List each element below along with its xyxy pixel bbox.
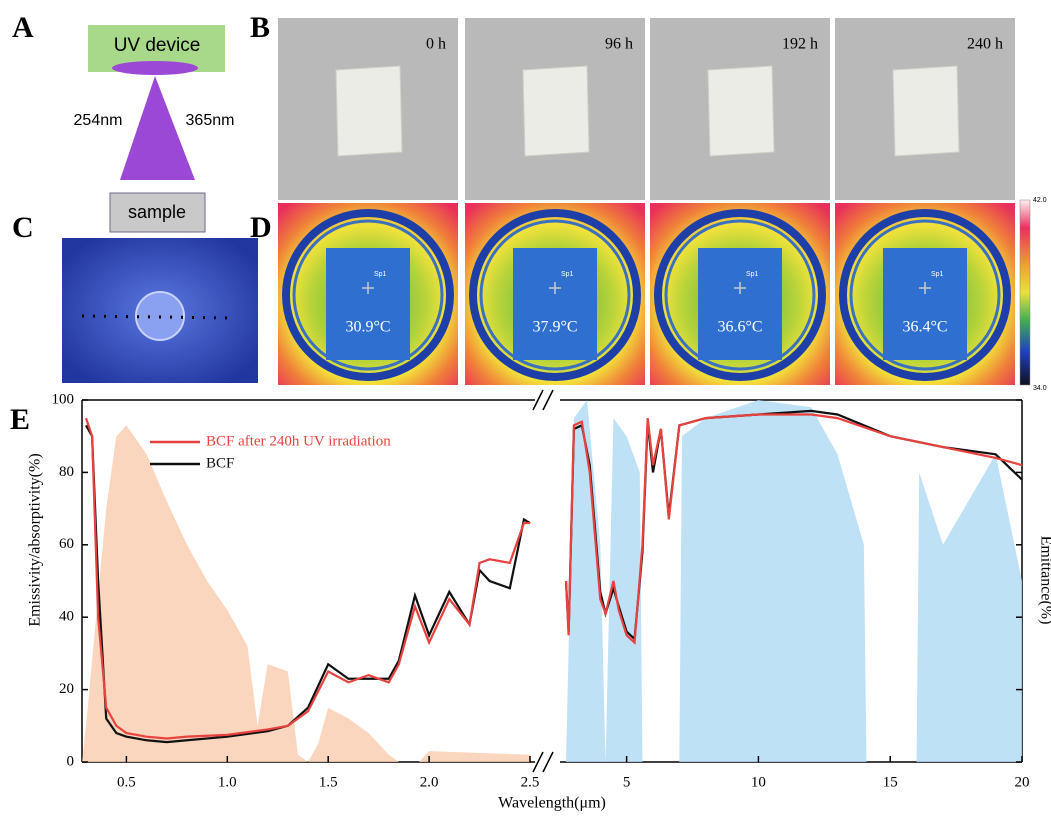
x-axis-label: Wavelength(μm) xyxy=(498,795,606,812)
x-tick-label: 20 xyxy=(1015,774,1030,790)
time-label: 192 h xyxy=(782,36,818,53)
dish-ring xyxy=(282,209,454,381)
x-tick-label: 1.5 xyxy=(319,774,338,790)
time-label: 240 h xyxy=(967,36,1003,53)
temperature-label: 30.9°C xyxy=(345,319,390,336)
temperature-label: 37.9°C xyxy=(532,319,577,336)
panel-letter: E xyxy=(10,403,30,436)
x-tick-label: 2.0 xyxy=(420,774,439,790)
y-tick-label: 20 xyxy=(59,681,74,697)
dish-ring xyxy=(292,219,444,371)
panel-letter: C xyxy=(12,211,34,244)
dish-ring xyxy=(479,219,631,371)
colorbar xyxy=(1019,199,1031,386)
spot-cross xyxy=(362,282,374,294)
panel-letter: A xyxy=(12,11,34,44)
paper-sample xyxy=(335,65,403,157)
x-tick-label: 1.0 xyxy=(218,774,237,790)
y-axis-label: Emissivity/absorptivity(%) xyxy=(27,453,44,626)
wavelength-label: 254nm xyxy=(74,112,123,129)
y2-axis-label: Emittance(%) xyxy=(1037,536,1051,625)
spectrum-area xyxy=(566,400,1022,762)
dish-ring xyxy=(469,209,641,381)
spot-label: Sp1 xyxy=(561,271,574,278)
colorbar-min: 34.0 xyxy=(1033,385,1047,392)
panel-letter: B xyxy=(250,11,270,44)
dish-ring xyxy=(664,219,816,371)
series-line xyxy=(84,417,530,740)
paper-sample xyxy=(707,65,775,157)
legend-label: BCF xyxy=(206,455,234,471)
uv-beam xyxy=(120,76,195,180)
x-tick-label: 2.5 xyxy=(521,774,540,790)
y-tick-label: 0 xyxy=(67,753,75,769)
sample-thermal xyxy=(326,248,410,360)
y-tick-label: 60 xyxy=(59,536,74,552)
paper-sample xyxy=(892,65,960,157)
sample-label: sample xyxy=(128,202,186,222)
colorbar-max: 42.0 xyxy=(1033,197,1047,204)
x-tick-label: 5 xyxy=(623,774,631,790)
spot-label: Sp1 xyxy=(746,271,759,278)
paper-sample xyxy=(522,65,590,157)
time-label: 0 h xyxy=(426,36,446,53)
spot-cross xyxy=(549,282,561,294)
spot-label: Sp1 xyxy=(931,271,944,278)
x-tick-label: 15 xyxy=(883,774,898,790)
sample-thermal xyxy=(698,248,782,360)
spectrum-area xyxy=(82,425,530,762)
y-tick-label: 80 xyxy=(59,464,74,480)
axis-break xyxy=(532,389,554,773)
temperature-label: 36.4°C xyxy=(902,319,947,336)
sample-box xyxy=(109,192,206,233)
panel-letter: D xyxy=(250,211,272,244)
lamp xyxy=(112,61,198,75)
legend-label: BCF after 240h UV irradiation xyxy=(206,433,391,449)
sample-thermal xyxy=(513,248,597,360)
spot-cross xyxy=(919,282,931,294)
dish-ring xyxy=(839,209,1011,381)
dish-ring xyxy=(849,219,1001,371)
temperature-label: 36.6°C xyxy=(717,319,762,336)
device-label: UV device xyxy=(114,35,201,56)
x-tick-label: 0.5 xyxy=(117,774,136,790)
time-label: 96 h xyxy=(605,36,633,53)
spot-label: Sp1 xyxy=(374,271,387,278)
x-tick-label: 10 xyxy=(751,774,766,790)
wavelength-label: 365nm xyxy=(186,112,235,129)
spot-cross xyxy=(734,282,746,294)
sample-thermal xyxy=(883,248,967,360)
dish-ring xyxy=(654,209,826,381)
y-tick-label: 40 xyxy=(59,609,74,625)
series-line xyxy=(564,413,1023,645)
y-tick-label: 100 xyxy=(52,391,75,407)
